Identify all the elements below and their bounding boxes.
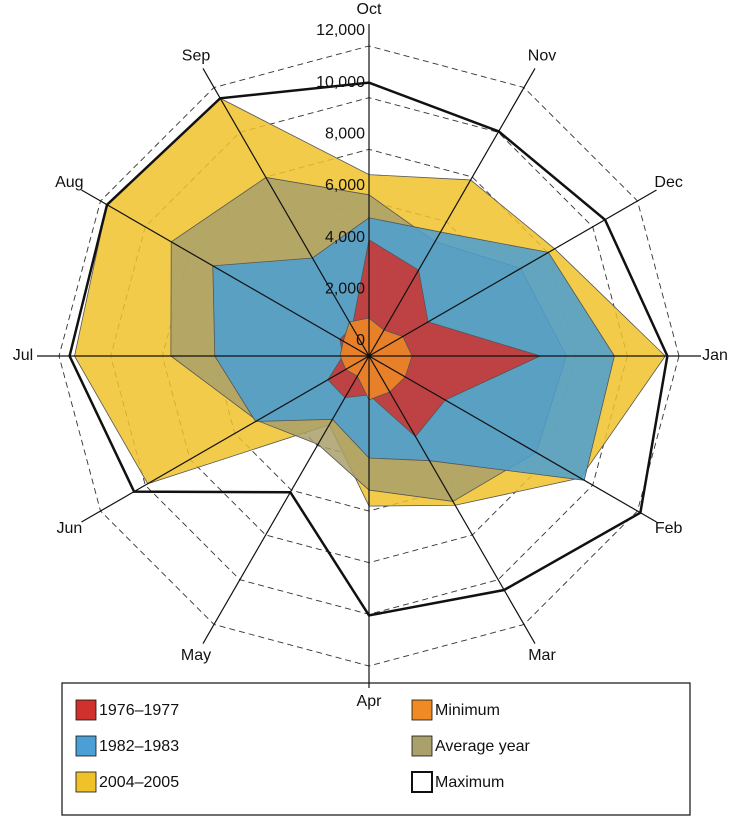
legend-label: 1982–1983 — [99, 738, 179, 755]
legend-swatch — [75, 771, 97, 793]
tick-label: 6,000 — [325, 177, 365, 194]
spoke — [81, 355, 370, 523]
category-label: Nov — [528, 48, 556, 65]
category-label: Mar — [528, 647, 556, 664]
category-label: Feb — [655, 520, 683, 537]
legend-box — [61, 682, 691, 816]
category-label: Oct — [357, 1, 382, 18]
spoke — [368, 189, 657, 357]
legend-label: 2004–2005 — [99, 774, 179, 791]
tick-label: 4,000 — [325, 229, 365, 246]
legend-swatch — [411, 699, 433, 721]
tick-label: 0 — [356, 332, 365, 349]
legend-swatch — [75, 699, 97, 721]
category-label: May — [181, 647, 211, 664]
spoke — [368, 355, 536, 644]
spoke — [368, 68, 536, 357]
legend-swatch — [411, 771, 433, 793]
category-label: Dec — [654, 174, 682, 191]
spoke — [202, 68, 370, 357]
spoke — [368, 355, 657, 523]
tick-label: 8,000 — [325, 126, 365, 143]
tick-label: 2,000 — [325, 281, 365, 298]
category-label: Jun — [56, 520, 82, 537]
spoke — [202, 355, 370, 644]
legend-swatch — [75, 735, 97, 757]
spoke — [81, 189, 370, 357]
category-label: Apr — [357, 693, 383, 710]
category-label: Jul — [13, 347, 33, 364]
legend-label: Maximum — [435, 774, 504, 791]
legend-label: Average year — [435, 738, 531, 755]
tick-label: 10,000 — [316, 74, 365, 91]
category-label: Aug — [55, 174, 83, 191]
legend-label: Minimum — [435, 702, 500, 719]
legend-label: 1976–1977 — [99, 702, 179, 719]
tick-label: 12,000 — [316, 22, 365, 39]
category-label: Jan — [702, 347, 728, 364]
legend-swatch — [411, 735, 433, 757]
category-label: Sep — [182, 48, 211, 65]
